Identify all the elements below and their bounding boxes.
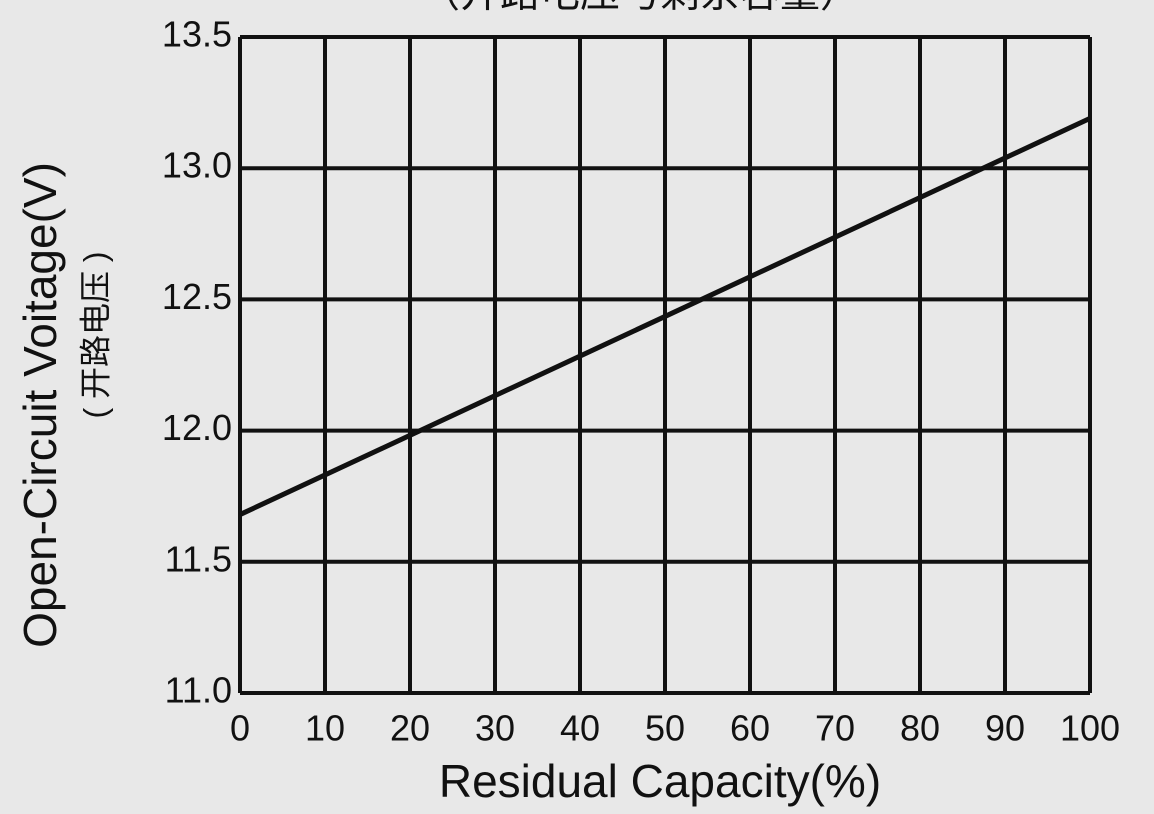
x-tick-label: 70 <box>815 708 855 749</box>
x-tick-label: 30 <box>475 708 515 749</box>
x-tick-label: 20 <box>390 708 430 749</box>
y-tick-label: 13.0 <box>162 145 232 186</box>
y-tick-label: 12.0 <box>162 407 232 448</box>
x-tick-label: 80 <box>900 708 940 749</box>
x-tick-label: 50 <box>645 708 685 749</box>
y-tick-label: 11.5 <box>165 538 232 579</box>
x-tick-label: 0 <box>230 708 250 749</box>
chart-title: （开路电压与剩余容量） <box>420 0 860 16</box>
y-axis-subtitle: ( 开路电压 ) <box>77 251 113 418</box>
x-tick-label: 100 <box>1060 708 1120 749</box>
x-tick-label: 10 <box>305 708 345 749</box>
y-tick-label: 13.5 <box>162 14 232 55</box>
data-line <box>238 116 1092 517</box>
y-tick-label: 12.5 <box>162 276 232 317</box>
x-tick-label: 90 <box>985 708 1025 749</box>
x-tick-label: 60 <box>730 708 770 749</box>
x-axis-title: Residual Capacity(%) <box>439 755 881 807</box>
x-tick-label: 40 <box>560 708 600 749</box>
y-axis-title: Open-Circuit Voitage(V) <box>14 162 66 648</box>
y-tick-label: 11.0 <box>165 670 232 711</box>
